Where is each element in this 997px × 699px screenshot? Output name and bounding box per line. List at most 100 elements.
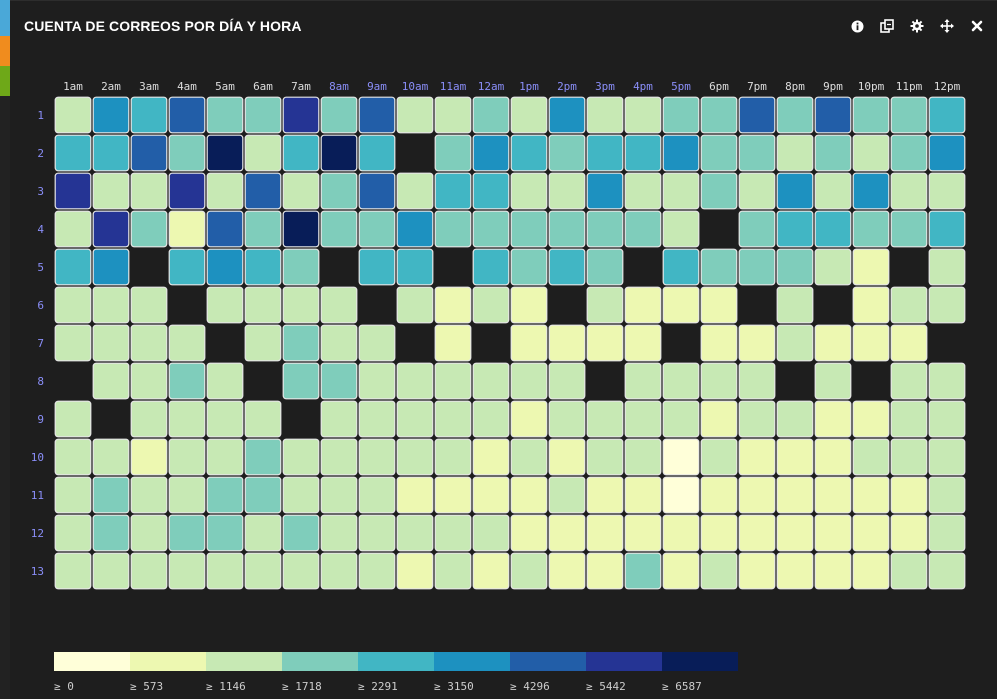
heatmap-cell (890, 134, 928, 172)
heatmap-cell (776, 552, 814, 590)
heatmap-cell (396, 476, 434, 514)
heatmap-cell (738, 134, 776, 172)
heatmap-cell (852, 134, 890, 172)
heatmap-cell (244, 552, 282, 590)
heatmap-cell (662, 248, 700, 286)
heatmap-cell (852, 476, 890, 514)
heatmap-cell (928, 210, 966, 248)
heatmap-cell (130, 514, 168, 552)
day-label: 4 (37, 223, 44, 236)
hour-label: 12am (478, 80, 505, 93)
heatmap-cell (510, 286, 548, 324)
day-label: 13 (31, 565, 44, 578)
heatmap-cell (130, 400, 168, 438)
heatmap-cell (244, 476, 282, 514)
move-icon[interactable] (939, 18, 955, 34)
heatmap-cell (244, 514, 282, 552)
heatmap-cell (358, 552, 396, 590)
heatmap-cell (282, 210, 320, 248)
heatmap-cell (548, 248, 586, 286)
heatmap-cell (130, 362, 168, 400)
heatmap-cell (814, 362, 852, 400)
heatmap-cell (738, 400, 776, 438)
day-label: 7 (37, 337, 44, 350)
close-icon[interactable] (969, 18, 985, 34)
heatmap-cell (396, 286, 434, 324)
heatmap-cell (396, 514, 434, 552)
heatmap-cell (890, 286, 928, 324)
heatmap-cell (320, 286, 358, 324)
heatmap-cell (358, 210, 396, 248)
heatmap-cell (928, 476, 966, 514)
heatmap-cell (206, 96, 244, 134)
heatmap-cell (358, 134, 396, 172)
hour-label: 12pm (934, 80, 961, 93)
heatmap-cell (168, 400, 206, 438)
heatmap-cell (92, 514, 130, 552)
heatmap-cell (54, 552, 92, 590)
heatmap-cell (92, 172, 130, 210)
copy-icon[interactable] (879, 18, 895, 34)
heatmap-cell (130, 438, 168, 476)
heatmap-cell (852, 210, 890, 248)
heatmap-cell (776, 514, 814, 552)
heatmap-cell (54, 476, 92, 514)
heatmap-cell (472, 476, 510, 514)
heatmap-cell (624, 514, 662, 552)
hour-label: 10pm (858, 80, 885, 93)
hour-label: 1am (63, 80, 83, 93)
stripe-blue (0, 0, 10, 36)
heatmap-cell (814, 134, 852, 172)
heatmap-cell (54, 172, 92, 210)
heatmap-cell (168, 134, 206, 172)
heatmap-cell (510, 514, 548, 552)
hour-label: 3am (139, 80, 159, 93)
day-label: 2 (37, 147, 44, 160)
heatmap-cell (92, 476, 130, 514)
heatmap-cell (662, 400, 700, 438)
heatmap-cell (320, 476, 358, 514)
heatmap-cell (472, 286, 510, 324)
heatmap-cell (168, 210, 206, 248)
heatmap-cell (548, 134, 586, 172)
heatmap-cell (852, 96, 890, 134)
heatmap-cell (586, 96, 624, 134)
heatmap-cell (92, 438, 130, 476)
heatmap-cell (510, 134, 548, 172)
heatmap-cell (624, 362, 662, 400)
heatmap-cell (814, 324, 852, 362)
heatmap-cell (282, 96, 320, 134)
heatmap-cell (814, 400, 852, 438)
heatmap-cell (852, 438, 890, 476)
heatmap-cell (928, 172, 966, 210)
legend-label: ≥ 2291 (358, 680, 398, 693)
heatmap-cell (358, 438, 396, 476)
heatmap-cell (890, 514, 928, 552)
heatmap-cell (434, 438, 472, 476)
heatmap-cell (54, 134, 92, 172)
heatmap-cell (396, 552, 434, 590)
heatmap-cell (168, 96, 206, 134)
heatmap-cell (662, 514, 700, 552)
info-icon[interactable] (849, 18, 865, 34)
heatmap-cell (92, 210, 130, 248)
heatmap-cell (168, 552, 206, 590)
gear-icon[interactable] (909, 18, 925, 34)
heatmap-cell (776, 400, 814, 438)
heatmap-cell (92, 552, 130, 590)
heatmap-cell (890, 438, 928, 476)
heatmap-cell (54, 324, 92, 362)
heatmap-cell (168, 324, 206, 362)
heatmap-cell (282, 514, 320, 552)
heatmap-cell (206, 476, 244, 514)
heatmap-cell (244, 172, 282, 210)
heatmap-cell (700, 134, 738, 172)
heatmap-cell (320, 210, 358, 248)
heatmap-cell (776, 210, 814, 248)
hour-label: 2pm (557, 80, 577, 93)
heatmap-cell (244, 210, 282, 248)
heatmap-cell (320, 324, 358, 362)
heatmap-cell (738, 96, 776, 134)
heatmap-cell (54, 438, 92, 476)
heatmap-cell (928, 400, 966, 438)
